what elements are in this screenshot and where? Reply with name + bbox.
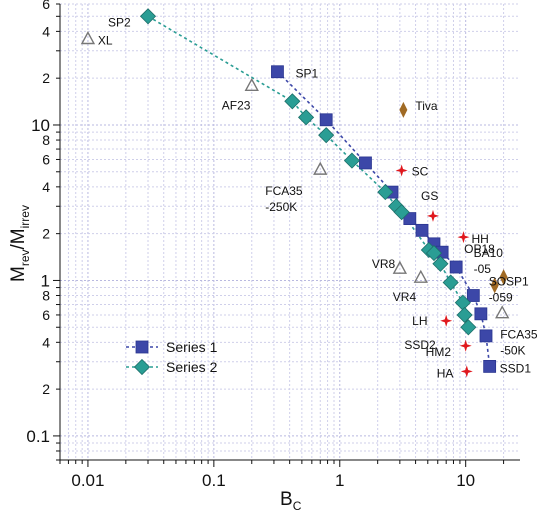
series-2-point bbox=[298, 109, 315, 126]
annotation-label: SSD2 bbox=[404, 338, 436, 352]
series-2-point bbox=[139, 8, 157, 25]
point-ba10--05 bbox=[499, 269, 508, 286]
legend-marker bbox=[135, 340, 149, 354]
series-1-point bbox=[483, 359, 497, 373]
annotation-label: SSD1 bbox=[500, 361, 532, 375]
series-2-point bbox=[284, 93, 301, 110]
x-tick-label: 0.1 bbox=[202, 471, 226, 490]
series-2-point bbox=[456, 306, 473, 324]
point-label: HH bbox=[471, 232, 488, 246]
y-minor-tick-label: 6 bbox=[42, 151, 50, 167]
legend-label: Series 1 bbox=[166, 339, 218, 355]
series-1-point bbox=[359, 156, 372, 170]
point-label: FCA35 bbox=[265, 184, 303, 198]
series-2-point bbox=[377, 184, 394, 201]
annotation-label: SP2 bbox=[108, 15, 131, 29]
y-minor-tick-label: 6 bbox=[42, 307, 50, 323]
y-tick-label: 1 bbox=[41, 271, 50, 290]
series-1-point bbox=[271, 65, 284, 79]
series-1-point bbox=[415, 223, 429, 237]
series-1-point bbox=[319, 113, 333, 127]
point-label: FCA35 bbox=[500, 328, 538, 342]
series-1-point bbox=[466, 289, 480, 302]
point-label: GS bbox=[421, 189, 438, 203]
series-2-point bbox=[460, 319, 477, 336]
point-label: AF23 bbox=[222, 98, 251, 112]
point-ha bbox=[460, 365, 473, 378]
annotation-label: SP1 bbox=[295, 67, 318, 81]
y-tick-label: 0.1 bbox=[26, 427, 50, 446]
point-label: SC bbox=[412, 164, 429, 178]
point-label: HA bbox=[437, 366, 454, 380]
point-label: HM2 bbox=[426, 345, 452, 359]
point-vr8 bbox=[392, 260, 408, 274]
point-label: -05 bbox=[474, 262, 492, 276]
x-tick-label: 0.01 bbox=[71, 471, 104, 490]
point-label: Tiva bbox=[415, 99, 438, 113]
series-1-point bbox=[449, 260, 463, 274]
point-label: VR4 bbox=[393, 290, 417, 304]
point-xl bbox=[80, 31, 96, 45]
y-minor-tick-label: 2 bbox=[42, 70, 50, 86]
series-2-point bbox=[393, 204, 410, 221]
point-sosp1--059 bbox=[490, 277, 499, 294]
point-label: -50K bbox=[500, 344, 525, 358]
point-fca35--250k bbox=[313, 161, 328, 175]
point-labels: XL AF23 FCA35 -250K VR8 VR4 FCA35 -50K Tiva BA10 -… bbox=[98, 15, 538, 380]
grid bbox=[59, 3, 520, 461]
y-minor-tick-label: 4 bbox=[42, 334, 50, 350]
y-tick-label: 10 bbox=[31, 116, 50, 135]
point-gs bbox=[426, 209, 439, 222]
y-minor-tick-label: 4 bbox=[42, 179, 50, 195]
y-axis-title: Mrev/Mirrev bbox=[8, 205, 32, 282]
point-label: SOSP1 bbox=[489, 274, 529, 288]
legend-marker bbox=[133, 358, 151, 376]
series-2-point bbox=[432, 255, 449, 272]
y-minor-tick-label: 8 bbox=[42, 288, 50, 304]
legend: Series 1 Series 2 bbox=[126, 339, 218, 376]
series-2-point bbox=[343, 152, 361, 169]
point-label: -250K bbox=[265, 200, 297, 214]
point-label: XL bbox=[98, 33, 113, 47]
point-tiva bbox=[399, 101, 408, 118]
point-lh bbox=[440, 314, 453, 327]
series-2-point bbox=[318, 127, 335, 144]
y-minor-tick-label: 2 bbox=[42, 226, 50, 242]
annotation-label: OP18 bbox=[464, 242, 495, 256]
y-minor-tick-label: 8 bbox=[42, 132, 50, 148]
x-tick-label: 10 bbox=[456, 471, 475, 490]
y-minor-tick-label: 4 bbox=[42, 23, 50, 39]
point-label: -059 bbox=[489, 290, 513, 304]
point-label: LH bbox=[412, 314, 427, 328]
y-minor-tick-label: 2 bbox=[42, 381, 50, 397]
series-lines bbox=[147, 15, 491, 367]
point-fca35--50k bbox=[495, 305, 510, 319]
point-hh bbox=[457, 231, 470, 244]
point-hm2 bbox=[459, 339, 472, 352]
point-sc bbox=[395, 164, 408, 177]
y-minor-tick-label: 6 bbox=[42, 0, 50, 12]
series-1-point bbox=[474, 307, 488, 321]
point-af23 bbox=[244, 77, 259, 91]
series-2-point bbox=[425, 245, 443, 262]
x-axis-title: BC bbox=[280, 489, 302, 513]
point-vr4 bbox=[413, 269, 428, 283]
series-2-point bbox=[442, 274, 459, 291]
point-label: BA10 bbox=[474, 246, 504, 260]
axis-titles: BC Mrev/Mirrev bbox=[8, 205, 302, 513]
data-marks bbox=[80, 8, 510, 378]
series-1-point bbox=[403, 212, 417, 225]
legend-label: Series 2 bbox=[166, 359, 218, 375]
series-1-point bbox=[479, 329, 493, 343]
axes: 0.01 0.1 1 10 0.1 1 10 2 4 6 8 2 4 6 2 4 6 8 bbox=[26, 0, 520, 490]
x-tick-label: 1 bbox=[335, 471, 344, 490]
point-label: VR8 bbox=[372, 257, 396, 271]
